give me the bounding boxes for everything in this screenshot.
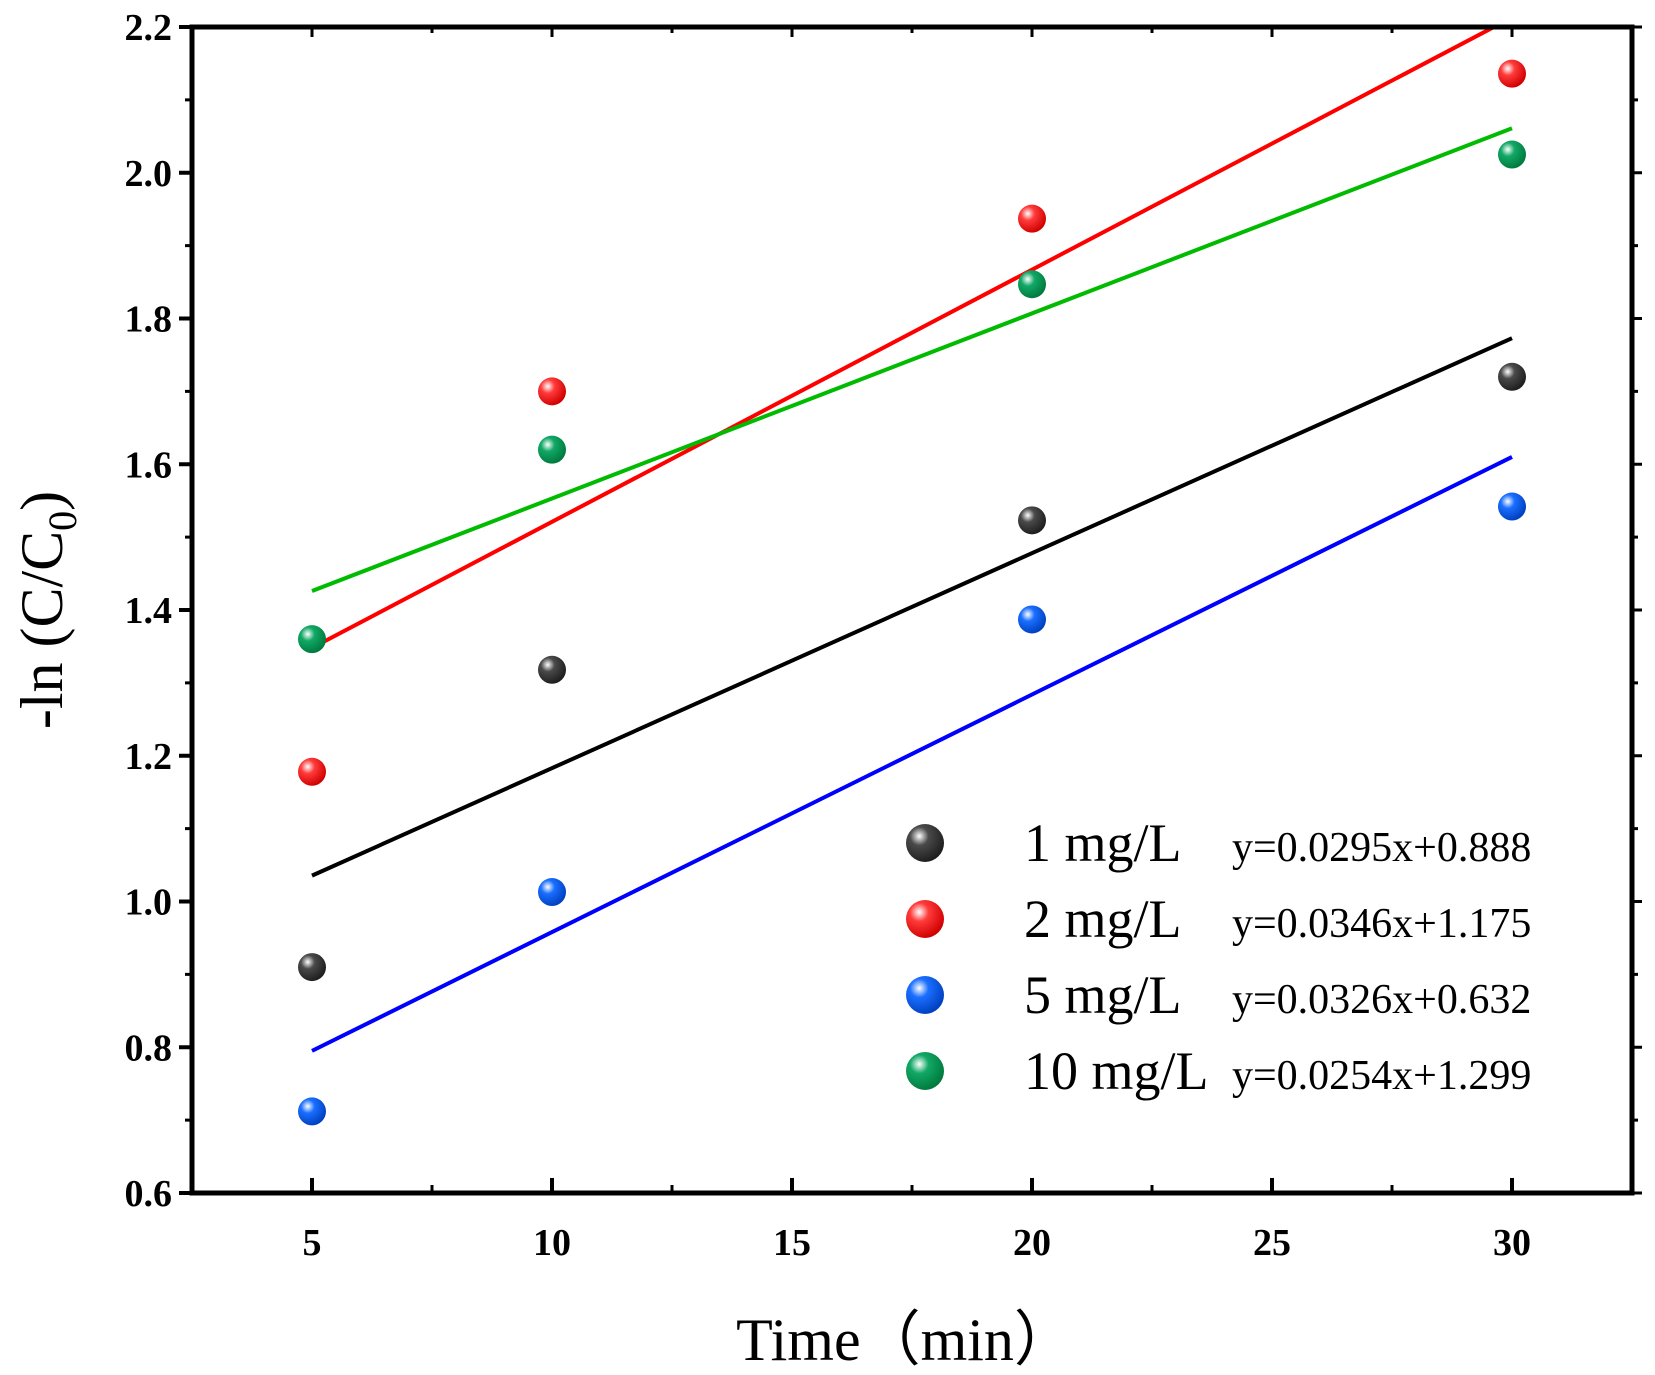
data-point-s1 (298, 953, 326, 982)
y-axis-title: -ln (C/C0) (9, 491, 85, 729)
y-tick-label: 1.6 (125, 444, 173, 486)
legend-label: 2 mg/L (1024, 889, 1182, 949)
x-tick-label: 5 (303, 1222, 322, 1264)
y-tick-label: 1.0 (125, 882, 173, 924)
data-point-s4 (298, 625, 326, 654)
y-axis-title-main: -ln (C/C (9, 531, 75, 729)
y-tick-label: 0.6 (125, 1173, 173, 1215)
data-point-s2 (538, 377, 566, 406)
y-tick-label: 2.2 (125, 7, 173, 49)
data-points (298, 59, 1526, 1126)
legend: 1 mg/L y=0.0295x+0.888 2 mg/L y=0.0346x+1.1… (906, 813, 1531, 1101)
y-tick-label: 0.8 (125, 1027, 173, 1069)
x-tick-label: 20 (1013, 1222, 1051, 1264)
legend-marker (906, 976, 944, 1014)
legend-label: 1 mg/L (1024, 813, 1182, 873)
fit-lines (311, 27, 1513, 1053)
data-point-s1 (1498, 362, 1526, 391)
legend-marker (906, 900, 944, 938)
data-point-s1 (1018, 506, 1046, 535)
data-point-s4 (538, 435, 566, 464)
y-tick-label: 1.8 (125, 299, 173, 341)
x-axis-title: Time（min） (736, 1307, 1074, 1373)
y-tick-label: 1.2 (125, 736, 173, 778)
x-tick-label: 30 (1493, 1222, 1531, 1264)
y-tick-labels: 0.6 0.8 1.0 1.2 1.4 1.6 1.8 2.0 2.2 (125, 7, 173, 1215)
y-axis-title-subscript: 0 (40, 511, 85, 531)
x-tick-label: 25 (1253, 1222, 1291, 1264)
y-tick-label: 1.4 (125, 590, 173, 632)
legend-label: 10 mg/L (1024, 1041, 1209, 1101)
data-point-s3 (1018, 605, 1046, 634)
legend-equation: y=0.0326x+0.632 (1232, 977, 1531, 1023)
legend-marker (906, 1052, 944, 1090)
y-tick-label: 2.0 (125, 153, 173, 195)
data-point-s2 (1498, 59, 1526, 88)
x-tick-label: 15 (773, 1222, 811, 1264)
legend-marker (906, 824, 944, 862)
x-tick-labels: 5 10 15 20 25 30 (303, 1222, 1532, 1264)
y-axis-title-close: ) (9, 491, 75, 511)
data-point-s3 (298, 1097, 326, 1126)
legend-equation: y=0.0295x+0.888 (1232, 825, 1531, 871)
x-tick-label: 10 (533, 1222, 571, 1264)
legend-equation: y=0.0254x+1.299 (1232, 1053, 1531, 1099)
data-point-s2 (1018, 204, 1046, 233)
legend-label: 5 mg/L (1024, 965, 1182, 1025)
data-point-s2 (298, 757, 326, 786)
plot-frame (189, 24, 1635, 1196)
data-point-s1 (538, 655, 566, 684)
data-point-s3 (538, 878, 566, 907)
fit-line-1 (311, 336, 1513, 878)
fit-line-4 (311, 126, 1513, 593)
data-point-s4 (1018, 270, 1046, 299)
fit-line-3 (311, 455, 1513, 1053)
fit-line-2 (311, 27, 1499, 650)
legend-equation: y=0.0346x+1.175 (1232, 901, 1531, 947)
data-point-s4 (1498, 140, 1526, 169)
data-point-s3 (1498, 492, 1526, 521)
